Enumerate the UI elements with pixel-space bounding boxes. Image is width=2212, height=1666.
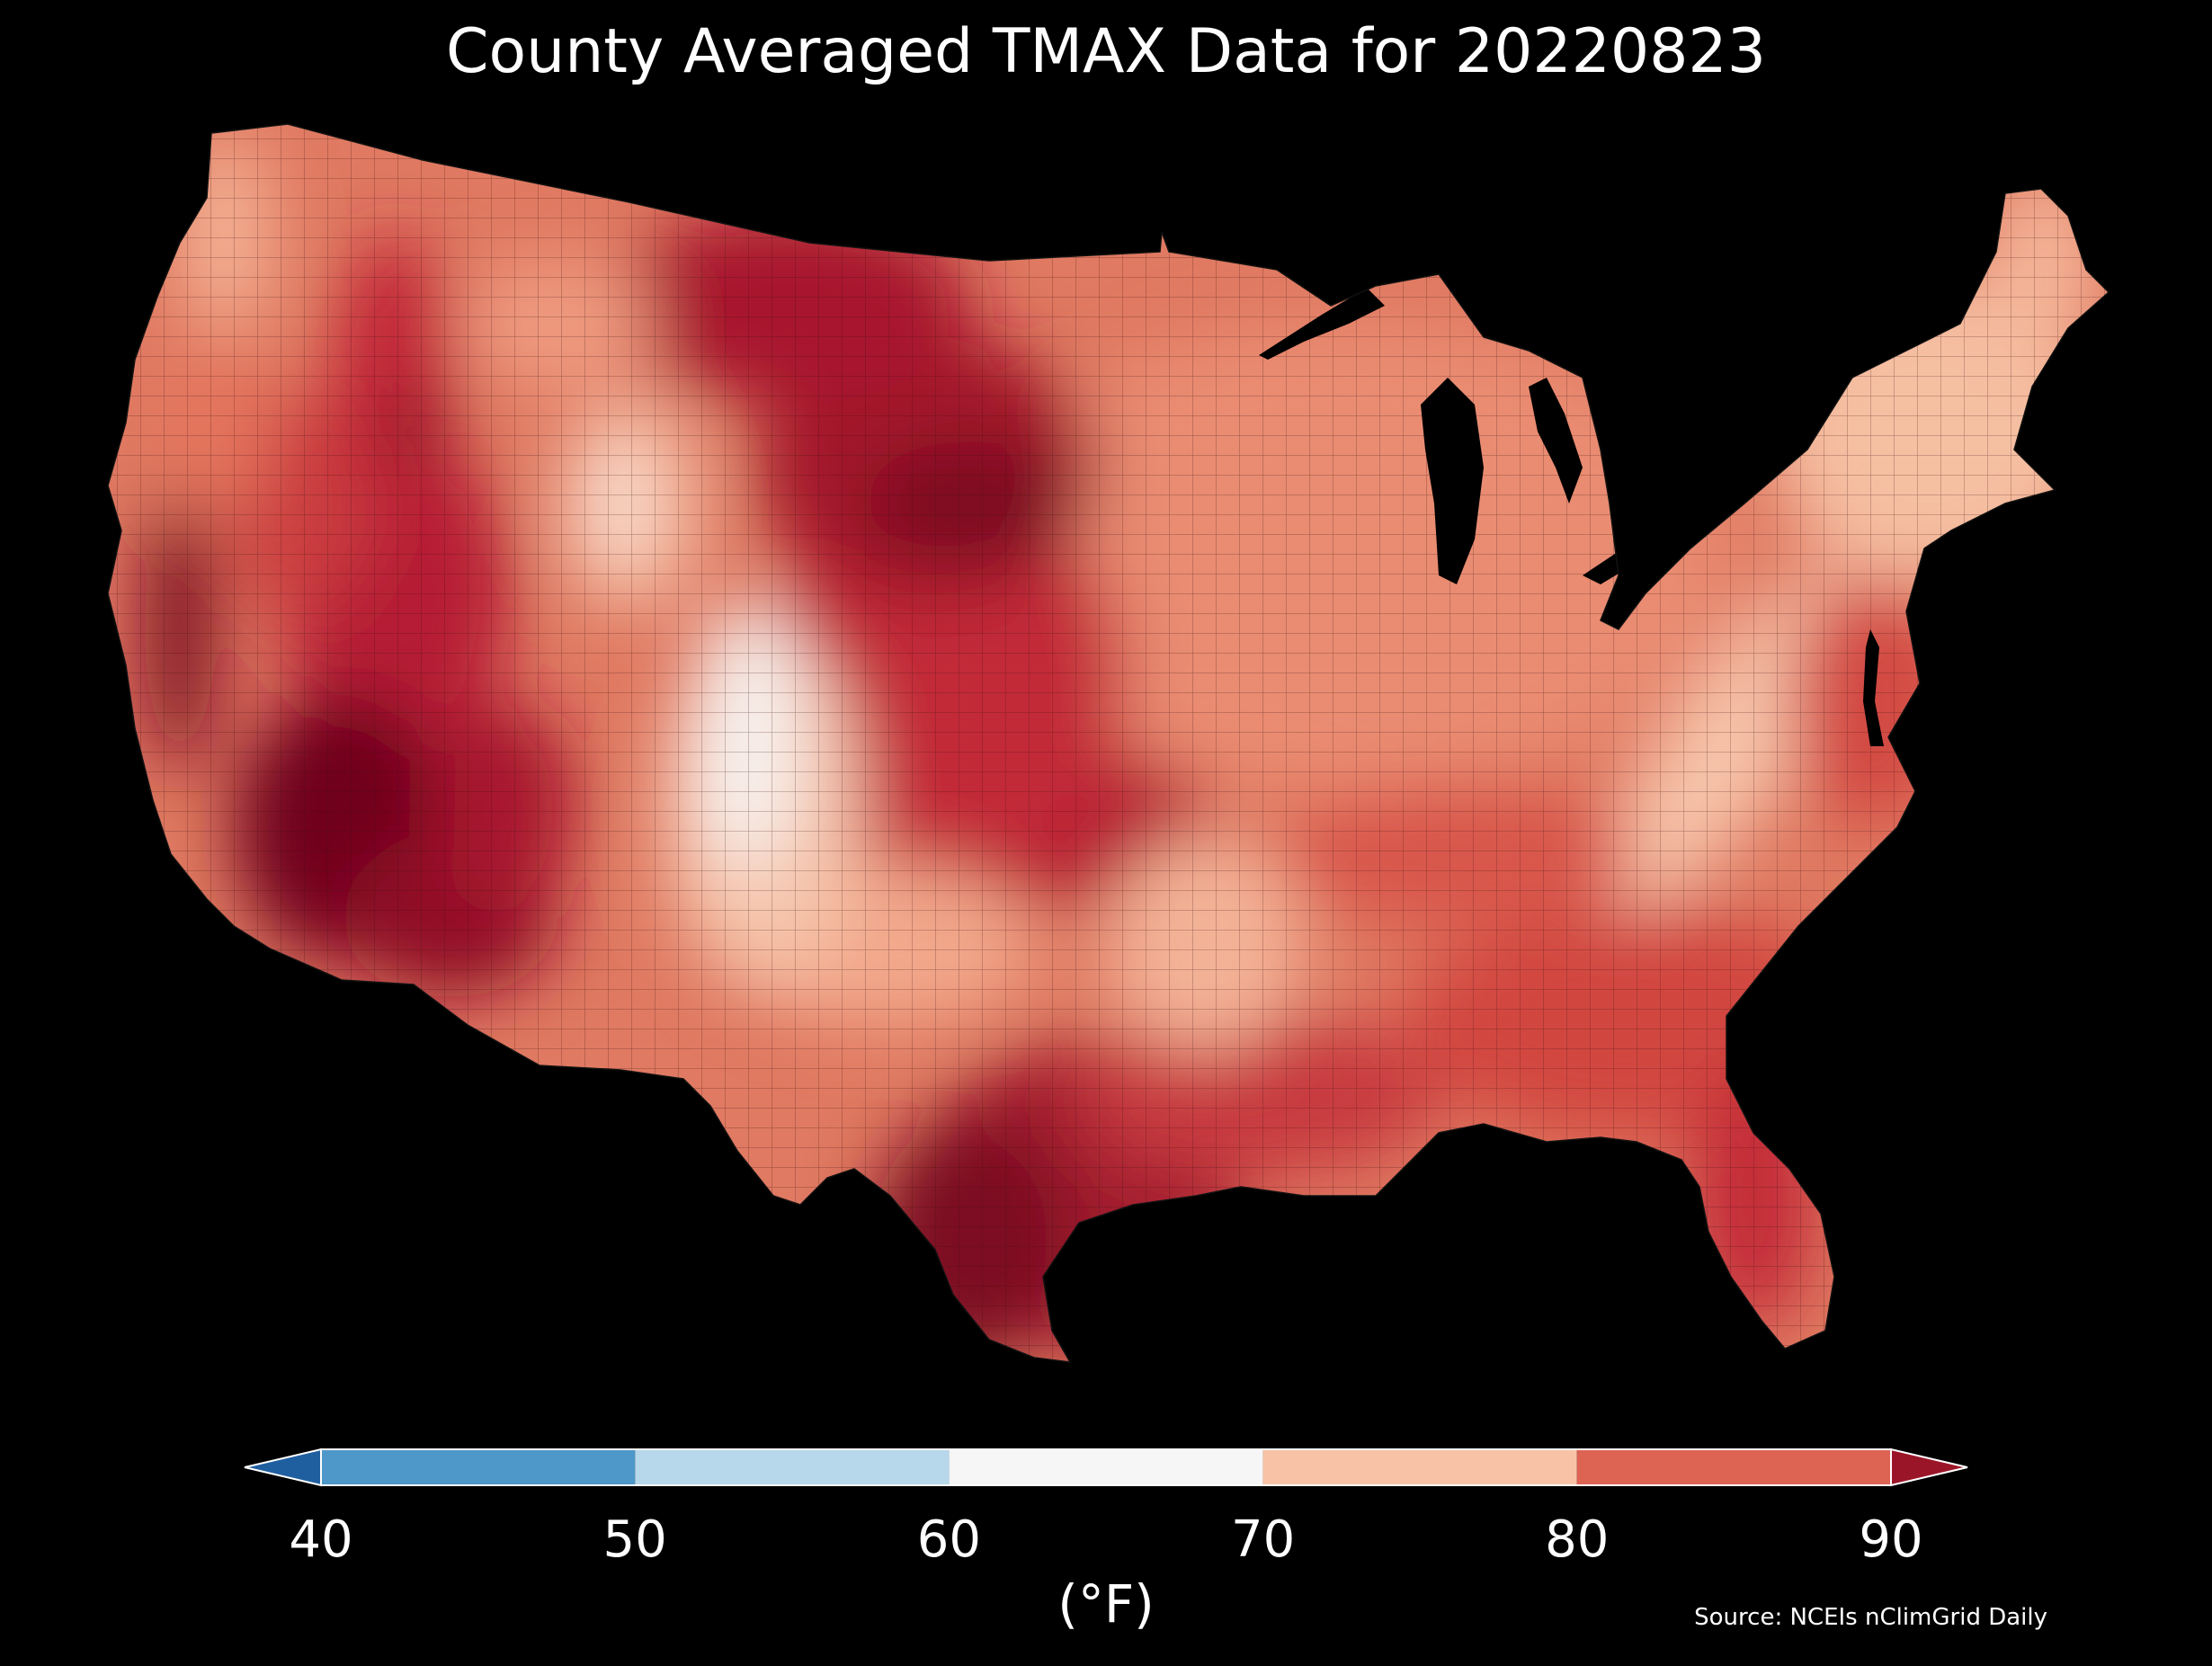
lake-michigan — [1421, 378, 1484, 584]
colorbar-tick-label: 60 — [916, 1510, 982, 1569]
colorbar-bin — [321, 1449, 636, 1485]
colorbar-tick-label: 50 — [602, 1510, 667, 1569]
colorbar-tick-label: 80 — [1545, 1510, 1610, 1569]
map-svg — [107, 123, 2109, 1363]
choropleth-map — [107, 123, 2109, 1363]
colorbar-extend-low — [244, 1448, 322, 1487]
chesapeake-bay — [1863, 629, 1884, 746]
lake-superior — [1259, 288, 1385, 360]
colorbar-bin — [635, 1449, 950, 1485]
lake-erie — [1583, 521, 1690, 584]
source-credit: Source: NCEIs nClimGrid Daily — [1694, 1604, 2047, 1631]
colorbar-bin — [949, 1449, 1263, 1485]
colorbar — [244, 1448, 1968, 1487]
colorbar-bin — [1262, 1449, 1577, 1485]
lake-huron — [1529, 378, 1583, 503]
map-title: County Averaged TMAX Data for 20220823 — [446, 16, 1766, 87]
colorbar-tick-label: 90 — [1859, 1510, 1923, 1569]
colorbar-bin — [1576, 1449, 1891, 1485]
colorbar-tick-label: 40 — [289, 1510, 353, 1569]
colorbar-extend-high — [1890, 1448, 1968, 1487]
lake-ontario — [1708, 454, 1785, 477]
colorbar-tick-label: 70 — [1230, 1510, 1296, 1569]
colorbar-unit-label: (°F) — [1057, 1573, 1155, 1635]
